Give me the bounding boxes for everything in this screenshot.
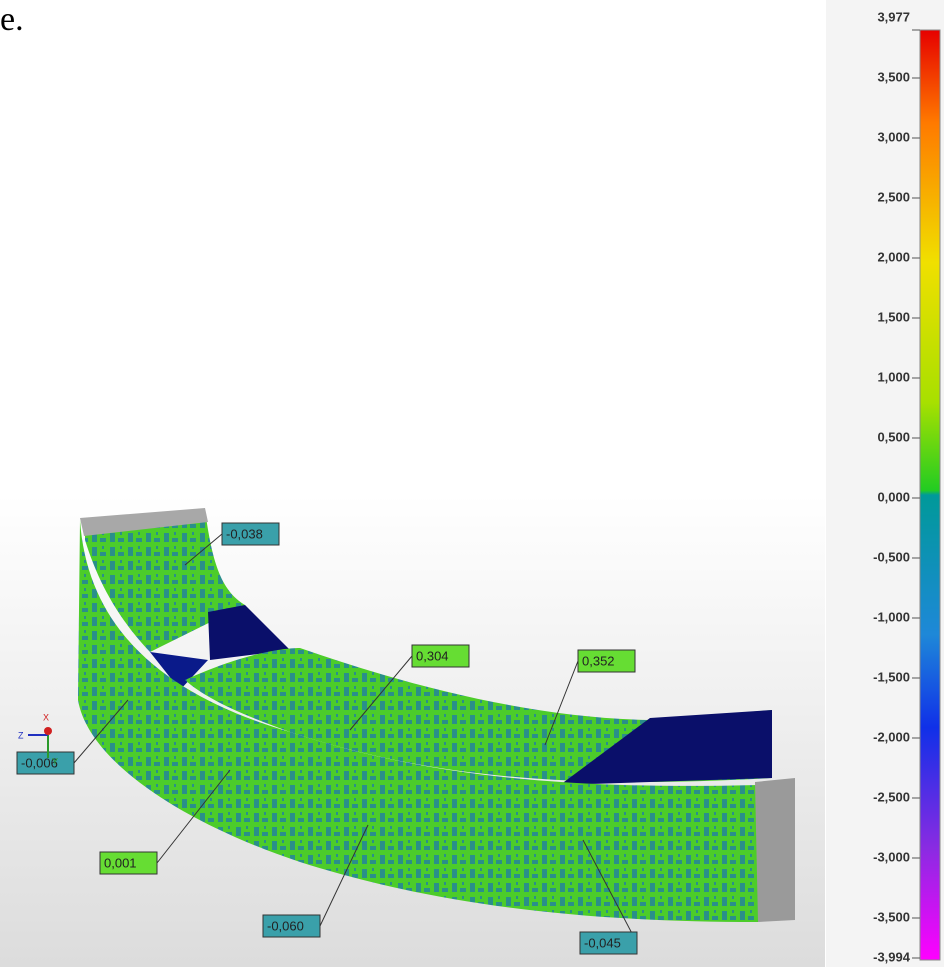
scale-label: -2,500 xyxy=(873,789,910,804)
scale-label: -1,500 xyxy=(873,669,910,684)
scale-label: 3,977 xyxy=(877,9,910,24)
scale-label: 1,500 xyxy=(877,309,910,324)
triad-x-label: X xyxy=(43,712,49,722)
callout-label: -0,038 xyxy=(226,526,263,541)
callout-label: -0,060 xyxy=(267,918,304,933)
color-scale: 3,977 3,500 3,000 2,500 2,000 1,500 1,000 0,500… xyxy=(826,0,944,967)
scale-label: 3,500 xyxy=(877,69,910,84)
scale-label: 0,000 xyxy=(877,489,910,504)
scale-label: 3,000 xyxy=(877,129,910,144)
triad-y-label: Y xyxy=(52,756,58,766)
scale-label: -1,000 xyxy=(873,609,910,624)
callout-label: 0,001 xyxy=(104,855,137,870)
scale-label: -3,500 xyxy=(873,909,910,924)
header-fragment: e. xyxy=(0,1,24,38)
callout-label: -0,045 xyxy=(584,935,621,950)
page: {"header":{"fragment":"e."}, "viewport":… xyxy=(0,0,944,967)
scale-label: -3,000 xyxy=(873,849,910,864)
scale-label: 2,500 xyxy=(877,189,910,204)
callout-label: 0,304 xyxy=(416,648,449,663)
scale-label: 2,000 xyxy=(877,249,910,264)
triad-z-label: Z xyxy=(18,730,24,740)
scale-bar xyxy=(920,30,940,960)
screen: e. -0,0380,3040,352-0,0060,001-0,060-0,0… xyxy=(0,0,944,967)
callout-label: 0,352 xyxy=(582,653,615,668)
scale-label: -3,994 xyxy=(873,949,911,964)
triad-x-axis xyxy=(44,727,52,735)
scale-label: 0,500 xyxy=(877,429,910,444)
scale-label: -0,500 xyxy=(873,549,910,564)
scale-label: 1,000 xyxy=(877,369,910,384)
scale-label: -2,000 xyxy=(873,729,910,744)
